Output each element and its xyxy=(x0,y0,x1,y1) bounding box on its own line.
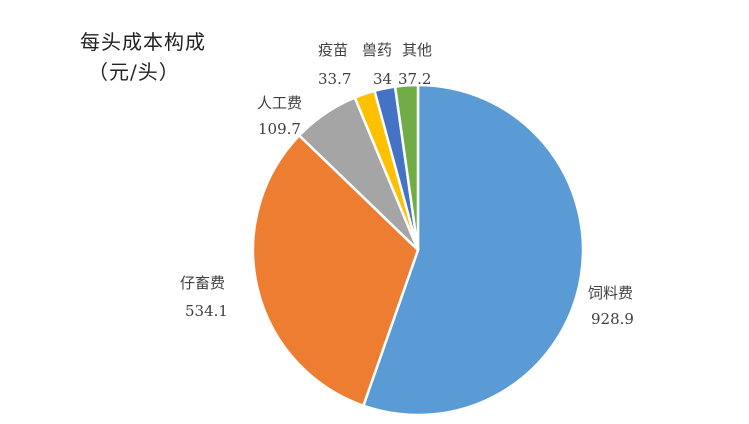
category-label-2: 人工费 xyxy=(257,94,302,112)
data-label-0: 928.9 xyxy=(591,310,634,328)
data-label-2: 109.7 xyxy=(258,120,301,138)
category-label-4: 兽药 xyxy=(362,41,392,59)
data-label-1: 534.1 xyxy=(185,302,228,320)
category-label-1: 仔畜费 xyxy=(180,274,225,292)
chart-subtitle: （元/头） xyxy=(88,60,180,84)
chart-title: 每头成本构成 xyxy=(80,30,206,54)
pie-slice-5 xyxy=(393,83,420,251)
category-label-3: 疫苗 xyxy=(318,41,348,59)
pie-slice-1 xyxy=(251,133,420,408)
data-label-4: 34 xyxy=(373,70,392,88)
data-label-3: 33.7 xyxy=(318,70,351,88)
category-label-0: 饲料费 xyxy=(588,284,633,302)
category-label-5: 其他 xyxy=(402,41,432,59)
data-label-5: 37.2 xyxy=(398,70,431,88)
